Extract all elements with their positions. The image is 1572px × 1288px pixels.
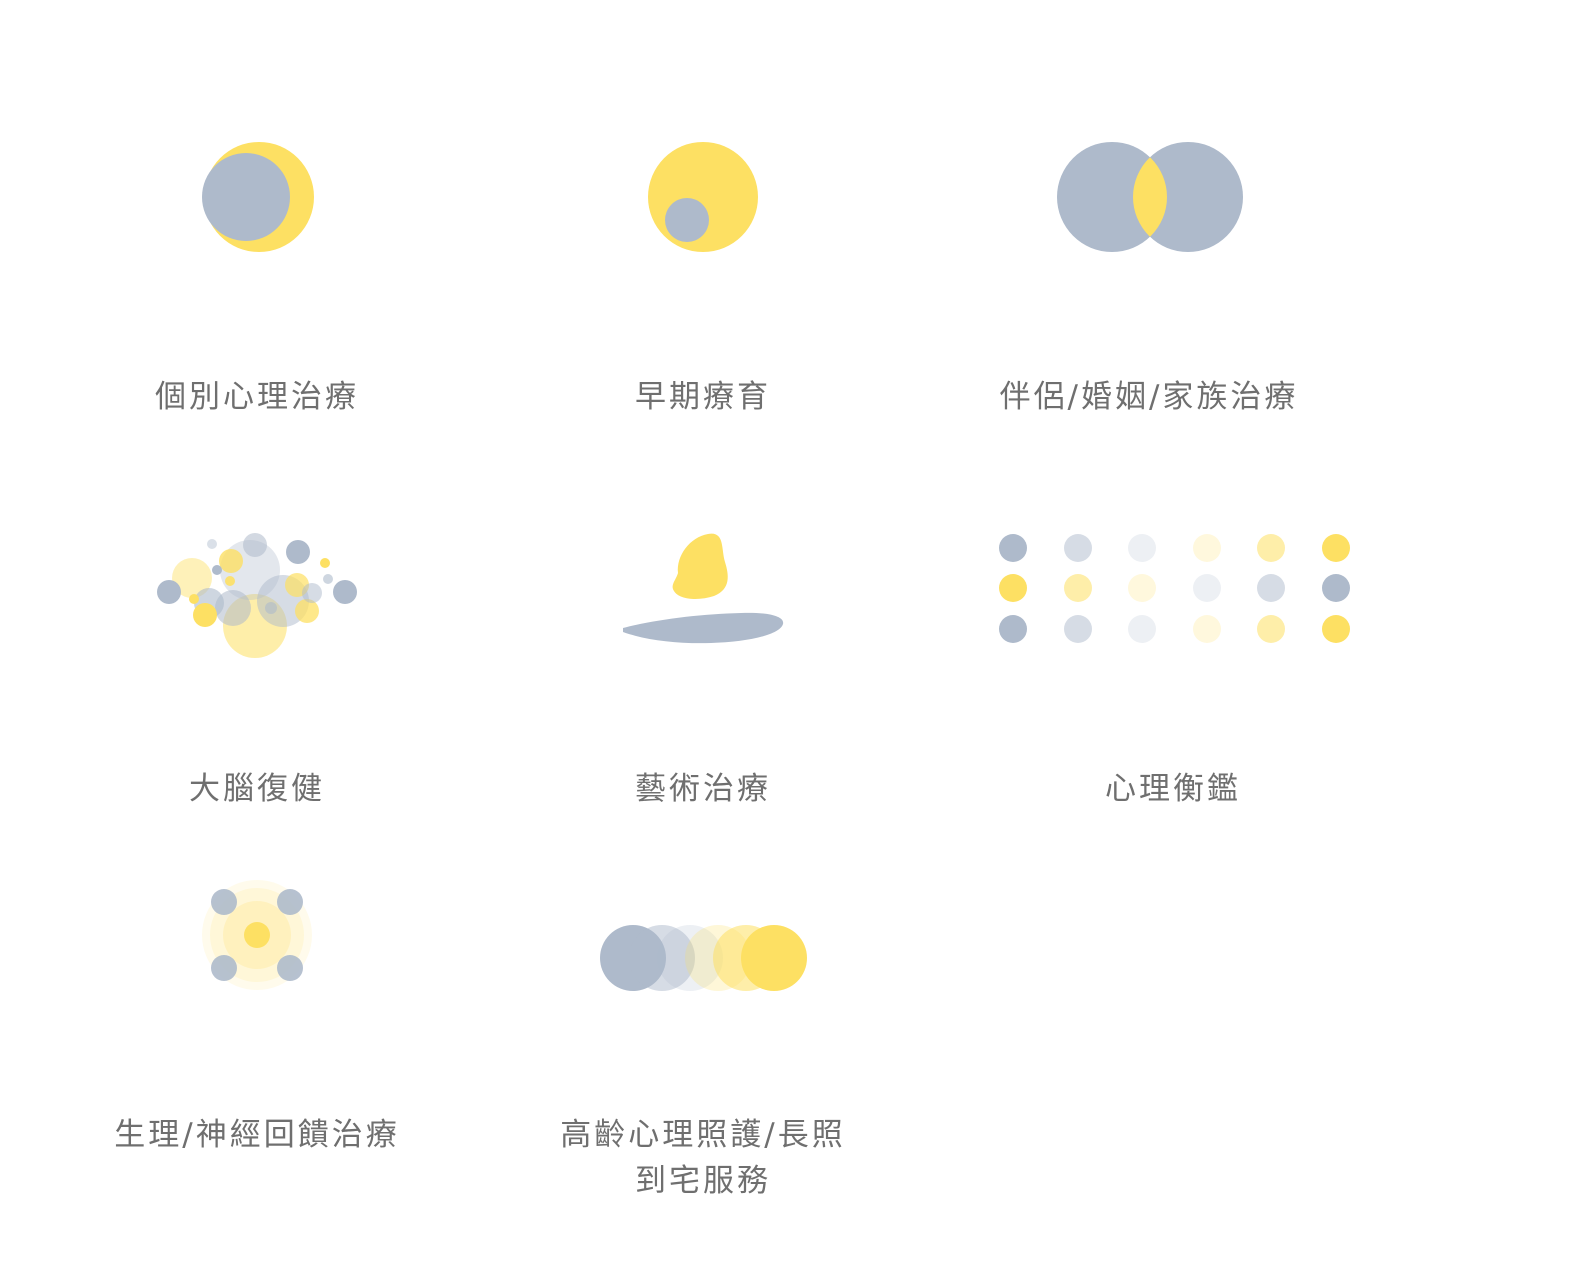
crescent-moon-icon [202, 142, 314, 252]
service-assessment[interactable]: 心理衡鑑 [969, 510, 1350, 830]
service-family-therapy[interactable]: 伴侶/婚姻/家族治療 [969, 110, 1329, 470]
overlapping-circles-icon [1057, 142, 1243, 252]
service-biofeedback[interactable]: 生理/神經回饋治療 [77, 860, 437, 1180]
service-art-therapy[interactable]: 藝術治療 [523, 510, 883, 830]
service-label: 心理衡鑑 [1105, 771, 1241, 807]
bubble-cluster-icon [157, 533, 357, 658]
service-label: 伴侶/婚姻/家族治療 [999, 379, 1299, 415]
service-brain-rehab[interactable]: 大腦復健 [77, 510, 437, 830]
glowing-center-icon [202, 880, 312, 990]
gradient-circles-icon [600, 925, 807, 991]
service-elderly-care[interactable]: 高齡心理照護/長照到宅服務 [523, 860, 883, 1220]
service-label: 大腦復健 [189, 771, 325, 807]
service-label: 早期療育 [635, 379, 771, 415]
service-label: 高齡心理照護/長照到宅服務 [560, 1117, 846, 1199]
service-label: 藝術治療 [635, 771, 771, 807]
service-individual-therapy[interactable]: 個別心理治療 [77, 110, 437, 430]
nested-circles-icon [648, 142, 758, 252]
stone-and-water-icon [623, 533, 784, 644]
dot-grid-icon [999, 534, 1350, 643]
service-label: 個別心理治療 [155, 379, 359, 415]
service-early-intervention[interactable]: 早期療育 [523, 110, 883, 430]
service-label: 生理/神經回饋治療 [114, 1117, 400, 1153]
